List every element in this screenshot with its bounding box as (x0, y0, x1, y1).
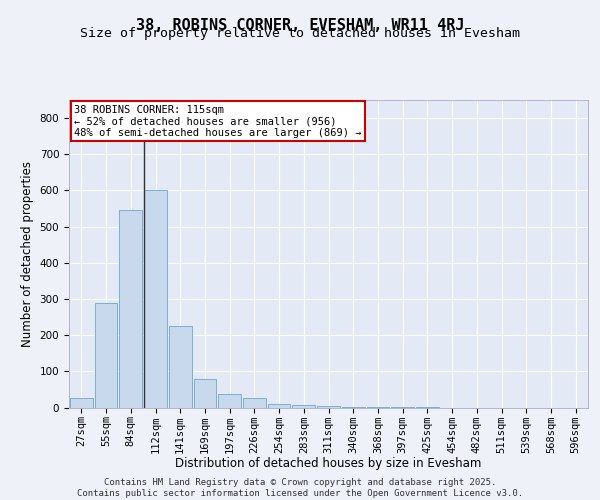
Text: Size of property relative to detached houses in Evesham: Size of property relative to detached ho… (80, 28, 520, 40)
Y-axis label: Number of detached properties: Number of detached properties (21, 161, 34, 347)
Bar (119, 210, 142, 408)
Bar (144, 190, 167, 408)
Bar (317, 406, 340, 407)
X-axis label: Distribution of detached houses by size in Evesham: Distribution of detached houses by size … (175, 457, 482, 470)
Bar (218, 394, 241, 407)
Bar (268, 404, 290, 407)
Bar (342, 407, 365, 408)
Text: 38 ROBINS CORNER: 115sqm
← 52% of detached houses are smaller (956)
48% of semi-: 38 ROBINS CORNER: 115sqm ← 52% of detach… (74, 104, 362, 138)
Text: Contains HM Land Registry data © Crown copyright and database right 2025.
Contai: Contains HM Land Registry data © Crown c… (77, 478, 523, 498)
Bar (243, 398, 266, 407)
Bar (169, 326, 191, 407)
Text: 38, ROBINS CORNER, EVESHAM, WR11 4RJ: 38, ROBINS CORNER, EVESHAM, WR11 4RJ (136, 18, 464, 32)
Bar (194, 378, 216, 408)
Bar (70, 398, 93, 407)
Bar (95, 302, 118, 408)
Bar (292, 404, 315, 407)
